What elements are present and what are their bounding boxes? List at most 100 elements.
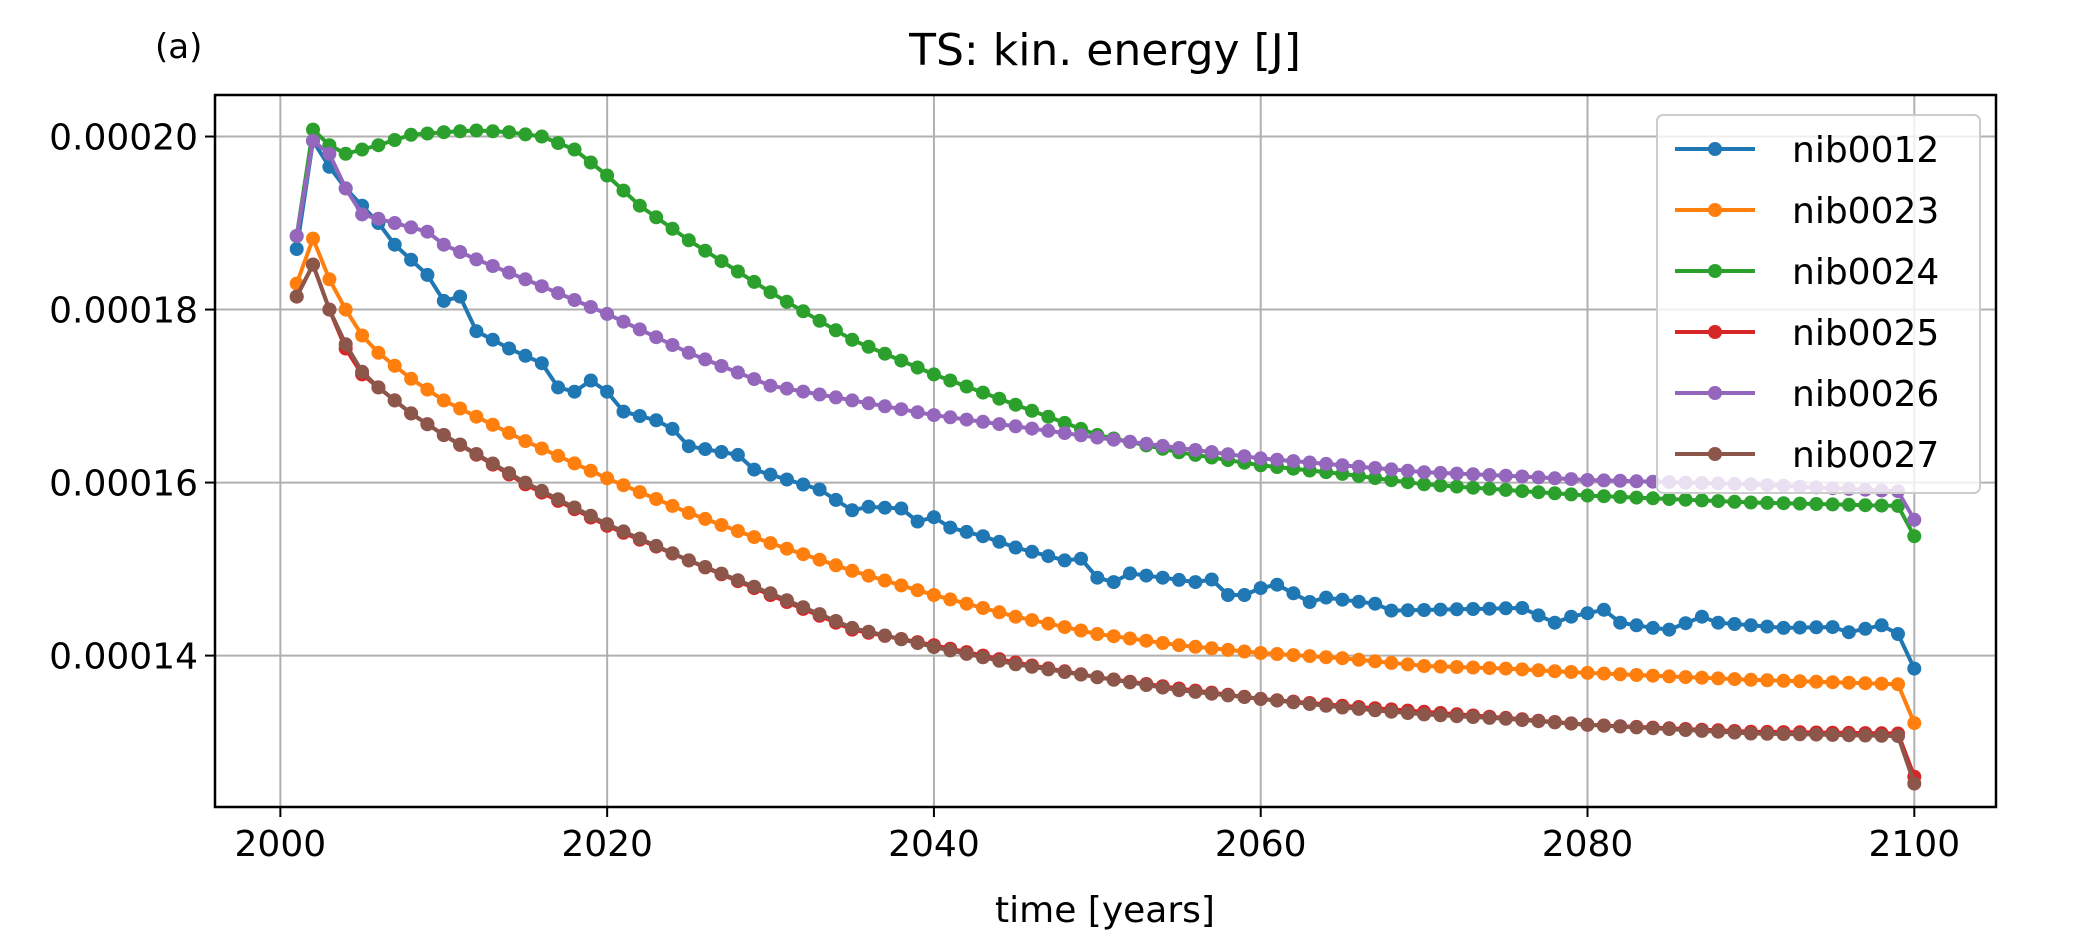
data-point xyxy=(763,536,778,551)
data-point xyxy=(1400,603,1415,618)
data-point xyxy=(943,592,958,607)
data-point xyxy=(943,520,958,535)
data-point xyxy=(420,224,435,239)
data-point xyxy=(1384,462,1399,477)
data-point xyxy=(877,628,892,643)
data-point xyxy=(1580,606,1595,621)
data-point xyxy=(469,324,484,339)
data-point xyxy=(714,518,729,532)
data-point xyxy=(1106,629,1121,644)
data-point xyxy=(861,396,876,411)
data-point xyxy=(1417,465,1432,480)
data-point xyxy=(812,482,827,497)
data-point xyxy=(1613,719,1628,734)
data-point xyxy=(1482,468,1497,482)
chart-title: TS: kin. energy [J] xyxy=(908,25,1301,76)
data-point xyxy=(1564,716,1579,731)
data-point xyxy=(1433,708,1448,723)
data-point xyxy=(1547,715,1562,730)
data-point xyxy=(1531,470,1546,485)
data-point xyxy=(1368,471,1383,486)
data-point xyxy=(747,462,762,477)
data-point xyxy=(763,285,778,300)
data-point xyxy=(1596,489,1611,504)
data-point xyxy=(1368,596,1383,611)
data-point xyxy=(1417,603,1432,617)
data-point xyxy=(730,573,745,588)
data-point xyxy=(1727,494,1742,509)
data-point xyxy=(1466,710,1481,724)
data-point xyxy=(681,345,696,360)
data-point xyxy=(404,220,419,235)
data-point xyxy=(306,133,320,148)
data-point xyxy=(632,198,647,213)
data-point xyxy=(1547,471,1562,486)
data-point xyxy=(1727,725,1742,740)
data-point xyxy=(453,401,468,416)
data-point xyxy=(1286,586,1301,601)
data-point xyxy=(1221,447,1235,462)
data-point xyxy=(485,259,500,273)
data-point xyxy=(714,566,729,581)
data-point xyxy=(1564,472,1579,487)
data-point xyxy=(649,538,664,553)
data-point xyxy=(1090,670,1105,685)
data-point xyxy=(322,146,337,161)
data-point xyxy=(943,410,958,425)
data-point xyxy=(1041,549,1056,564)
data-point xyxy=(877,399,892,414)
data-point xyxy=(1286,695,1301,710)
data-point xyxy=(1678,670,1693,685)
data-point xyxy=(420,267,435,282)
data-point xyxy=(1629,474,1644,489)
data-point xyxy=(1841,675,1856,690)
y-axis-ticks: 0.00014 0.00016 0.00018 0.00020 xyxy=(49,118,215,678)
data-point xyxy=(1515,484,1530,499)
data-point xyxy=(387,358,402,373)
data-point xyxy=(583,508,598,523)
data-point xyxy=(1417,477,1432,492)
data-point xyxy=(1645,620,1660,635)
data-point xyxy=(1711,615,1726,630)
data-point xyxy=(1596,666,1611,681)
data-point xyxy=(289,289,304,304)
legend-label: nib0027 xyxy=(1792,435,1939,476)
data-point xyxy=(485,124,500,139)
data-point xyxy=(1874,618,1889,633)
data-point xyxy=(1090,430,1105,445)
data-point xyxy=(992,534,1007,549)
data-point xyxy=(1727,672,1742,687)
data-point xyxy=(534,279,549,294)
data-point xyxy=(779,472,794,487)
data-point xyxy=(1335,651,1350,666)
series-line xyxy=(294,262,1917,785)
data-point xyxy=(1662,669,1677,684)
data-point xyxy=(1482,481,1497,496)
data-point xyxy=(1466,467,1481,482)
data-point xyxy=(926,640,941,654)
data-point xyxy=(796,547,811,562)
data-point xyxy=(828,614,843,628)
data-point xyxy=(845,563,860,578)
legend-item: nib0023 xyxy=(1675,191,1939,232)
x-tick-label: 2040 xyxy=(888,824,980,865)
data-point xyxy=(1629,668,1644,682)
data-point xyxy=(1564,487,1579,502)
data-point xyxy=(1237,588,1252,602)
data-point xyxy=(1596,718,1611,733)
data-point xyxy=(306,122,320,137)
data-point xyxy=(763,467,778,482)
data-point xyxy=(1041,616,1056,631)
data-point xyxy=(387,393,402,408)
data-point xyxy=(1400,657,1415,672)
data-point xyxy=(534,129,549,144)
data-point xyxy=(845,332,860,347)
data-point xyxy=(567,384,582,399)
data-point xyxy=(1417,659,1432,673)
data-point xyxy=(567,293,582,307)
data-point xyxy=(1433,659,1448,674)
data-point xyxy=(959,412,974,427)
data-point xyxy=(322,272,337,287)
data-point xyxy=(796,384,811,399)
data-point xyxy=(1760,726,1775,741)
